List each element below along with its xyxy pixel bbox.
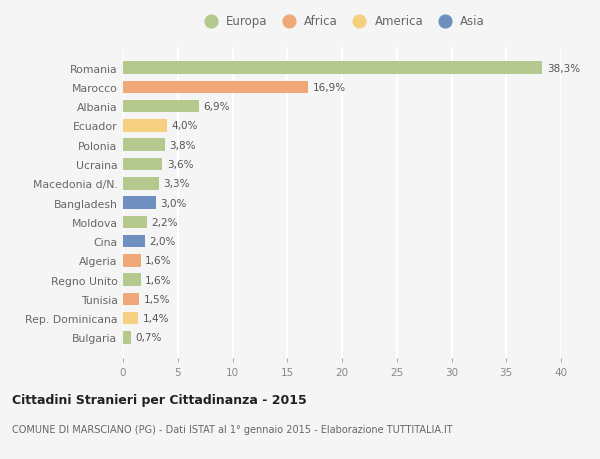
Bar [123,235,145,248]
Text: Cittadini Stranieri per Cittadinanza - 2015: Cittadini Stranieri per Cittadinanza - 2… [12,393,307,406]
Text: 3,0%: 3,0% [160,198,187,208]
Bar [123,178,159,190]
Legend: Europa, Africa, America, Asia: Europa, Africa, America, Asia [197,12,487,30]
Text: 16,9%: 16,9% [313,83,346,93]
Text: 1,5%: 1,5% [144,294,170,304]
Text: COMUNE DI MARSCIANO (PG) - Dati ISTAT al 1° gennaio 2015 - Elaborazione TUTTITAL: COMUNE DI MARSCIANO (PG) - Dati ISTAT al… [12,424,452,434]
Bar [123,331,131,344]
Bar [123,120,167,133]
Text: 4,0%: 4,0% [171,121,197,131]
Text: 38,3%: 38,3% [547,63,580,73]
Text: 1,6%: 1,6% [145,275,172,285]
Bar [123,139,164,151]
Bar [123,293,139,306]
Bar [123,216,147,229]
Text: 3,3%: 3,3% [164,179,190,189]
Text: 6,9%: 6,9% [203,102,229,112]
Text: 1,6%: 1,6% [145,256,172,266]
Bar [123,101,199,113]
Bar [123,197,156,209]
Text: 3,8%: 3,8% [169,140,196,151]
Bar [123,274,140,286]
Bar [123,255,140,267]
Text: 2,0%: 2,0% [149,236,176,246]
Text: 0,7%: 0,7% [135,333,161,343]
Bar [123,82,308,94]
Text: 3,6%: 3,6% [167,160,193,170]
Bar [123,312,139,325]
Bar [123,158,163,171]
Text: 1,4%: 1,4% [143,313,169,324]
Bar [123,62,542,75]
Text: 2,2%: 2,2% [151,218,178,227]
